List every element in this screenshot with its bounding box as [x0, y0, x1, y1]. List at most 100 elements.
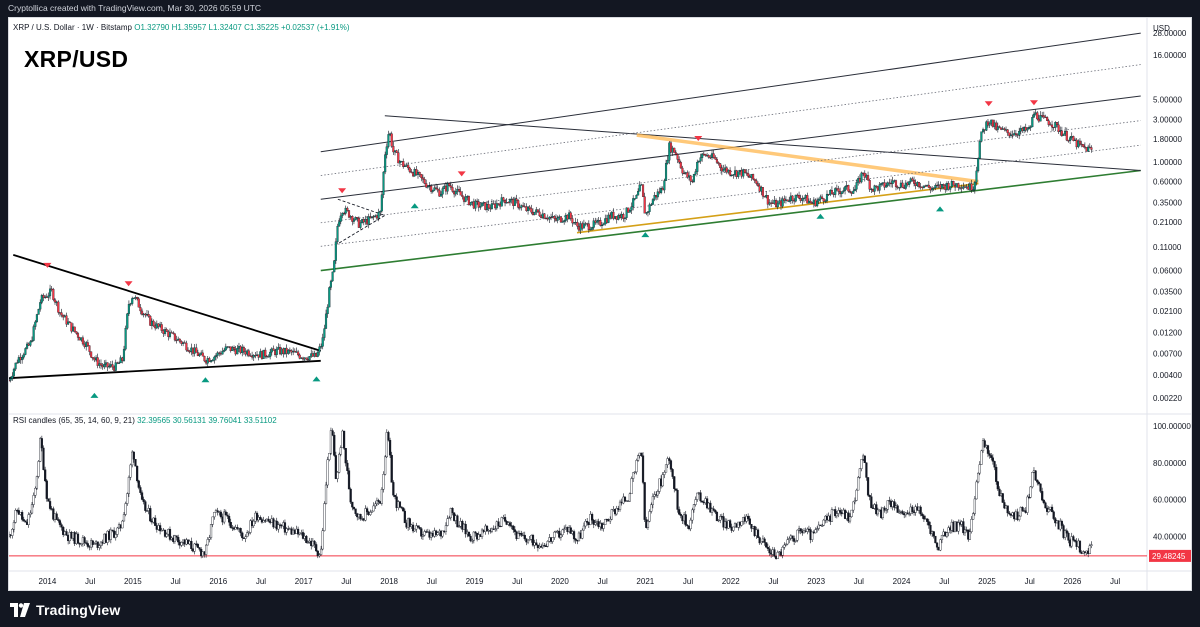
rsi-candle: [883, 507, 886, 511]
candle-down: [208, 358, 211, 362]
rsi-candle: [390, 454, 393, 483]
candle-down: [75, 331, 78, 334]
rsi-candle: [12, 522, 16, 530]
candle-up: [331, 271, 334, 282]
rsi-candle: [868, 494, 871, 497]
candle-up: [816, 200, 819, 207]
candle-down: [264, 349, 267, 357]
candle-up: [625, 207, 628, 218]
rsi-candle: [331, 430, 334, 436]
candle-down: [515, 198, 518, 201]
candle-down: [729, 169, 732, 176]
rsi-candle: [788, 538, 791, 540]
time-tick-label: 2021: [636, 577, 654, 586]
candle-down: [305, 357, 308, 360]
rsi-candle: [347, 470, 351, 490]
rsi-candle: [39, 438, 42, 462]
rsi-candle: [888, 500, 891, 502]
candle-up: [1031, 117, 1034, 128]
candle-down: [798, 195, 801, 199]
rsi-candle: [436, 532, 439, 535]
candle-up: [633, 198, 636, 200]
candle-up: [794, 194, 797, 202]
candle-up: [329, 280, 332, 288]
rsi-candle: [1006, 505, 1009, 514]
rsi-candle: [457, 526, 461, 528]
candle-up: [980, 131, 983, 142]
rsi-candle: [768, 548, 771, 554]
candle-down: [998, 126, 1001, 128]
rsi-candle: [663, 472, 666, 475]
candle-up: [67, 321, 70, 325]
rsi-candle: [535, 542, 538, 546]
candle-down: [438, 189, 441, 197]
rsi-candle: [76, 533, 80, 544]
high-marker: [338, 188, 347, 194]
high-marker: [1029, 100, 1038, 106]
rsi-candle: [901, 511, 904, 514]
rsi-candle: [140, 492, 144, 500]
candle-down: [791, 195, 794, 201]
candle-up: [269, 351, 272, 357]
rsi-candle: [591, 514, 594, 521]
rsi-candle: [159, 525, 162, 532]
candle-up: [122, 348, 126, 361]
rsi-candle: [351, 501, 354, 508]
candle-down: [346, 207, 349, 211]
candle-down: [1055, 122, 1059, 126]
candle-down: [152, 320, 155, 327]
candle-up: [699, 157, 702, 162]
rsi-candle: [671, 469, 674, 477]
candle-up: [860, 172, 863, 183]
candle-up: [474, 200, 477, 209]
candle-down: [837, 188, 840, 192]
candle-up: [114, 362, 117, 371]
chart-frame[interactable]: 28.00000 16.00000 5.00000 3.00000 1.80000 1.0…: [8, 17, 1192, 591]
rsi-candle: [791, 535, 794, 539]
rsi-candle: [142, 499, 145, 502]
rsi-candle: [857, 477, 860, 491]
candle-down: [298, 354, 301, 359]
candle-up: [118, 362, 121, 364]
rsi-candle: [1060, 520, 1063, 526]
rsi-candle: [149, 508, 152, 522]
rsi-candle: [387, 432, 390, 441]
candle-down: [927, 184, 930, 188]
price-chart[interactable]: 28.00000 16.00000 5.00000 3.00000 1.80000 1.0…: [9, 18, 1192, 591]
rsi-candle: [113, 530, 116, 538]
candle-up: [592, 220, 595, 228]
rsi-candle: [47, 498, 50, 502]
rsi-candle: [298, 532, 301, 535]
rsi-candle: [728, 520, 732, 528]
candle-up: [490, 203, 493, 210]
rsi-candle: [22, 519, 25, 521]
rsi-candle: [127, 477, 131, 494]
candle-up: [630, 206, 633, 211]
candle-up: [35, 314, 38, 323]
candle-down: [517, 200, 520, 208]
rsi-candle: [316, 550, 319, 557]
rsi-candle: [934, 535, 937, 544]
candle-up: [802, 197, 806, 199]
rsi-candle: [817, 524, 820, 529]
rsi-candle: [799, 528, 802, 532]
rsi-candle: [986, 445, 990, 454]
rsi-candle: [990, 455, 993, 458]
candle-down: [99, 363, 103, 366]
candle-up: [563, 220, 566, 222]
rsi-candle: [83, 537, 86, 543]
rsi-candle: [995, 466, 998, 482]
rsi-candle: [180, 542, 183, 546]
rsi-candle: [991, 457, 994, 462]
time-tick-label: Jul: [85, 577, 95, 586]
rsi-candle: [666, 458, 669, 465]
candle-up: [607, 214, 610, 223]
candle-down: [137, 298, 140, 308]
candle-up: [126, 313, 129, 329]
rsi-candle: [1019, 507, 1022, 517]
rsi-candle: [398, 501, 402, 508]
candle-down: [173, 333, 176, 341]
rsi-candle: [58, 520, 62, 525]
rsi-candle: [313, 540, 316, 545]
candle-down: [1078, 140, 1082, 145]
